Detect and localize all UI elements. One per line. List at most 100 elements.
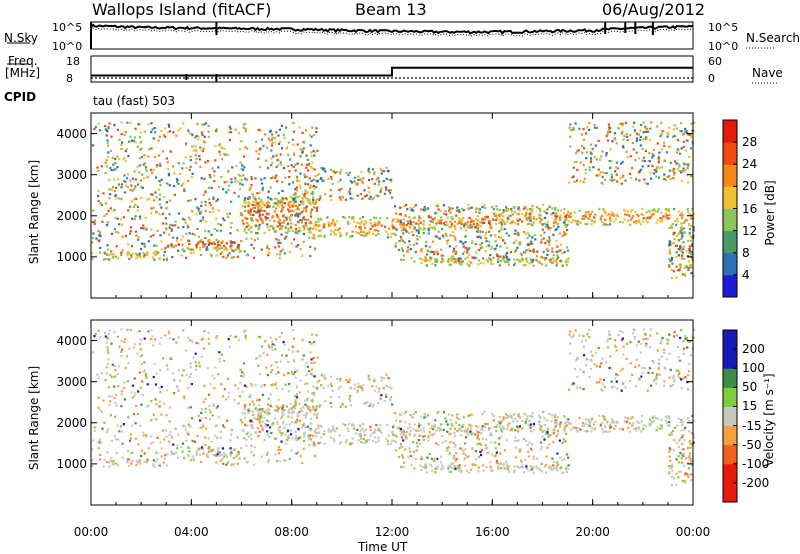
- velocity-echo-cell: [377, 390, 380, 393]
- velocity-echo-cell: [330, 430, 333, 433]
- power-echo-cell: [673, 128, 676, 131]
- power-echo-cell: [262, 144, 265, 147]
- power-echo-cell: [255, 211, 258, 214]
- power-echo-cell: [670, 226, 673, 229]
- velocity-echo-cell: [287, 360, 290, 363]
- power-echo-cell: [126, 252, 129, 255]
- nsky-frame: [90, 21, 694, 50]
- power-echo-cell: [619, 122, 622, 126]
- power-echo-cell: [563, 233, 566, 236]
- power-echo-cell: [679, 227, 682, 230]
- power-echo-cell: [492, 208, 495, 211]
- velocity-echo-cell: [380, 379, 383, 382]
- power-echo-cell: [459, 260, 462, 263]
- velocity-echo-cell: [462, 449, 465, 452]
- power-echo-cell: [254, 197, 257, 201]
- velocity-echo-cell: [566, 453, 569, 456]
- velocity-echo-cell: [308, 429, 311, 432]
- velocity-echo-cell: [166, 452, 169, 455]
- velocity-echo-cell: [378, 387, 381, 390]
- power-echo-cell: [231, 241, 234, 244]
- power-echo-cell: [493, 248, 496, 251]
- power-echo-cell: [653, 168, 656, 171]
- velocity-echo-cell: [345, 379, 348, 382]
- power-echo-cell: [593, 124, 596, 127]
- velocity-echo-cell: [362, 438, 365, 441]
- power-echo-cell: [320, 177, 323, 180]
- velocity-echo-cell: [311, 398, 314, 401]
- velocity-echo-cell: [419, 464, 422, 467]
- power-echo-cell: [615, 173, 618, 176]
- power-echo-cell: [280, 225, 283, 228]
- velocity-echo-cell: [206, 454, 209, 457]
- power-echo-cell: [223, 147, 226, 150]
- power-echo-cell: [256, 220, 259, 223]
- power-echo-cell: [132, 198, 135, 201]
- velocity-echo-cell: [398, 420, 402, 423]
- power-echo-cell: [496, 208, 499, 211]
- power-echo-cell: [624, 209, 627, 212]
- power-echo-cell: [570, 221, 573, 224]
- power-echo-cell: [417, 222, 420, 226]
- power-echo-cell: [291, 229, 294, 232]
- velocity-echo-cell: [345, 439, 349, 442]
- power-echo-cell: [206, 159, 210, 163]
- velocity-echo-cell: [129, 461, 132, 464]
- power-echo-cell: [150, 207, 153, 210]
- velocity-echo-cell: [417, 426, 420, 429]
- velocity-echo-cell: [200, 411, 203, 414]
- power-echo-cell: [433, 225, 436, 228]
- power-echo-cell: [330, 168, 333, 171]
- power-echo-cell: [519, 241, 522, 244]
- velocity-echo-cell: [125, 355, 129, 358]
- power-echo-cell: [488, 257, 491, 260]
- power-echo-cell: [489, 254, 492, 257]
- power-echo-cell: [113, 208, 117, 211]
- power-echo-cell: [460, 240, 463, 243]
- power-echo-cell: [335, 233, 338, 236]
- velocity-echo-cell: [447, 446, 450, 449]
- power-echo-cell: [158, 180, 161, 183]
- power-echo-cell: [549, 258, 552, 261]
- power-echo-cell: [500, 223, 503, 226]
- velocity-echo-cell: [222, 424, 225, 427]
- velocity-echo-cell: [578, 416, 581, 419]
- power-echo-cell: [582, 181, 585, 184]
- velocity-echo-cell: [140, 403, 143, 406]
- velocity-echo-cell: [529, 465, 532, 468]
- power-echo-cell: [484, 234, 487, 237]
- power-echo-cell: [171, 224, 174, 227]
- power-echo-cell: [315, 127, 318, 130]
- power-echo-cell: [120, 121, 123, 124]
- power-echo-cell: [308, 134, 311, 137]
- velocity-echo-cell: [208, 418, 212, 421]
- power-echo-cell: [518, 243, 522, 246]
- velocity-echo-cell: [199, 419, 202, 422]
- velocity-echo-cell: [510, 429, 513, 432]
- power-echo-cell: [247, 211, 250, 214]
- velocity-echo-cell: [378, 429, 381, 432]
- power-echo-cell: [529, 207, 532, 211]
- power-echo-cell: [431, 218, 435, 221]
- power-echo-cell: [278, 253, 282, 256]
- power-echo-cell: [296, 143, 299, 146]
- power-echo-cell: [231, 166, 234, 169]
- velocity-echo-cell: [403, 448, 406, 451]
- freq-frame: [90, 55, 694, 83]
- power-echo-cell: [253, 206, 256, 209]
- velocity-echo-cell: [559, 421, 562, 424]
- power-echo-cell: [450, 225, 453, 228]
- power-echo-cell: [302, 232, 306, 236]
- power-echo-cell: [359, 228, 363, 231]
- power-echo-cell: [215, 254, 218, 257]
- power-echo-cell: [686, 163, 689, 166]
- velocity-echo-cell: [239, 418, 242, 422]
- power-echo-cell: [114, 216, 117, 219]
- power-echo-cell: [503, 242, 507, 245]
- velocity-echo-cell: [132, 346, 135, 349]
- power-echo-cell: [677, 269, 680, 272]
- velocity-echo-cell: [635, 427, 638, 430]
- velocity-echo-cell: [240, 447, 243, 450]
- power-echo-cell: [352, 217, 355, 220]
- velocity-echo-cell: [535, 465, 538, 468]
